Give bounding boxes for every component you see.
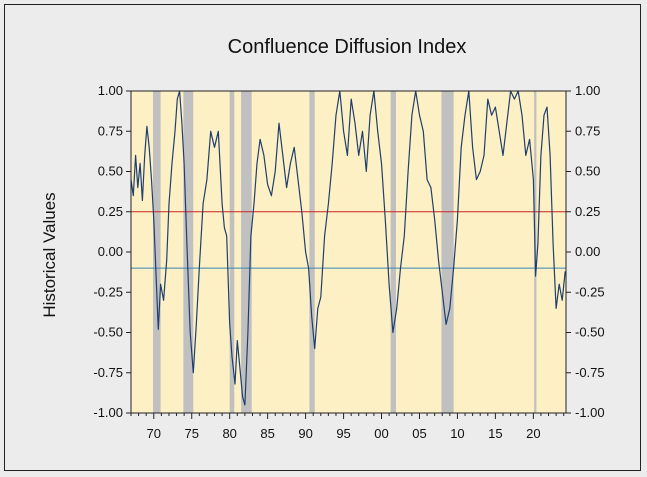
y-axis-label: Historical Values — [40, 192, 59, 317]
axis-ticks: 1.00 1.00 0.75 0.75 0.50 0.50 0.25 0.25 0.00 0.00… — [93, 83, 604, 441]
recession-band — [390, 91, 396, 413]
x-tick-label: 75 — [184, 426, 198, 441]
y-tick-label-left: -0.75 — [93, 365, 123, 380]
reference-lines — [131, 211, 566, 269]
x-tick-label: 00 — [374, 426, 388, 441]
x-tick-label: 15 — [488, 426, 502, 441]
diffusion-index-chart: Confluence Diffusion Index Historical Va… — [40, 36, 605, 441]
y-tick-label-right: 0.50 — [575, 164, 600, 179]
y-tick-label-left: -0.50 — [93, 325, 123, 340]
x-tick-label: 95 — [336, 426, 350, 441]
y-tick-label-right: -0.25 — [575, 284, 605, 299]
y-tick-label-right: 0.75 — [575, 123, 600, 138]
y-tick-label-left: 0.50 — [98, 164, 123, 179]
chart-title: Confluence Diffusion Index — [228, 36, 467, 58]
y-tick-label-right: -1.00 — [575, 405, 605, 420]
y-tick-label-left: -0.25 — [93, 284, 123, 299]
recession-band — [153, 91, 161, 413]
recession-shading — [153, 91, 537, 413]
x-tick-label: 80 — [222, 426, 236, 441]
recession-band — [183, 91, 194, 413]
y-tick-label-right: -0.75 — [575, 365, 605, 380]
x-tick-label: 05 — [412, 426, 426, 441]
series-line — [130, 90, 566, 406]
series-layer — [130, 90, 566, 406]
y-tick-label-right: 0.00 — [575, 244, 600, 259]
y-tick-label-left: 1.00 — [98, 83, 123, 98]
y-tick-label-left: -1.00 — [93, 405, 123, 420]
x-tick-label: 85 — [260, 426, 274, 441]
y-tick-label-right: 1.00 — [575, 83, 600, 98]
y-tick-label-left: 0.25 — [98, 204, 123, 219]
x-tick-label: 90 — [298, 426, 312, 441]
y-tick-label-left: 0.00 — [98, 244, 123, 259]
x-tick-label: 10 — [450, 426, 464, 441]
chart-frame: Confluence Diffusion Index Historical Va… — [4, 4, 641, 471]
x-tick-label: 70 — [147, 426, 161, 441]
recession-band — [309, 91, 315, 413]
y-tick-label-right: -0.50 — [575, 325, 605, 340]
y-tick-label-left: 0.75 — [98, 123, 123, 138]
y-tick-label-right: 0.25 — [575, 204, 600, 219]
x-tick-label: 20 — [526, 426, 540, 441]
recession-band — [241, 91, 252, 413]
recession-band — [441, 91, 454, 413]
recession-band — [229, 91, 235, 413]
